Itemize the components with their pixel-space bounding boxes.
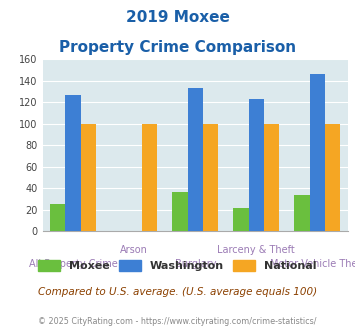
Text: Motor Vehicle Theft: Motor Vehicle Theft [270,259,355,269]
Bar [248,99,264,231]
Text: Arson: Arson [120,245,148,255]
Text: © 2025 CityRating.com - https://www.cityrating.com/crime-statistics/: © 2025 CityRating.com - https://www.city… [38,317,317,326]
Legend: Moxee, Washington, National: Moxee, Washington, National [35,256,320,275]
Bar [310,74,325,231]
Bar [81,124,96,231]
Text: Compared to U.S. average. (U.S. average equals 100): Compared to U.S. average. (U.S. average … [38,287,317,297]
Bar [50,204,66,231]
Text: All Property Crime: All Property Crime [29,259,118,269]
Text: Burglary: Burglary [175,259,216,269]
Bar [66,95,81,231]
Bar [234,209,248,231]
Text: Property Crime Comparison: Property Crime Comparison [59,40,296,54]
Bar [173,192,187,231]
Bar [188,88,203,231]
Bar [203,124,218,231]
Bar [264,124,279,231]
Bar [142,124,157,231]
Bar [325,124,340,231]
Text: 2019 Moxee: 2019 Moxee [126,10,229,25]
Bar [294,194,310,231]
Text: Larceny & Theft: Larceny & Theft [217,245,295,255]
